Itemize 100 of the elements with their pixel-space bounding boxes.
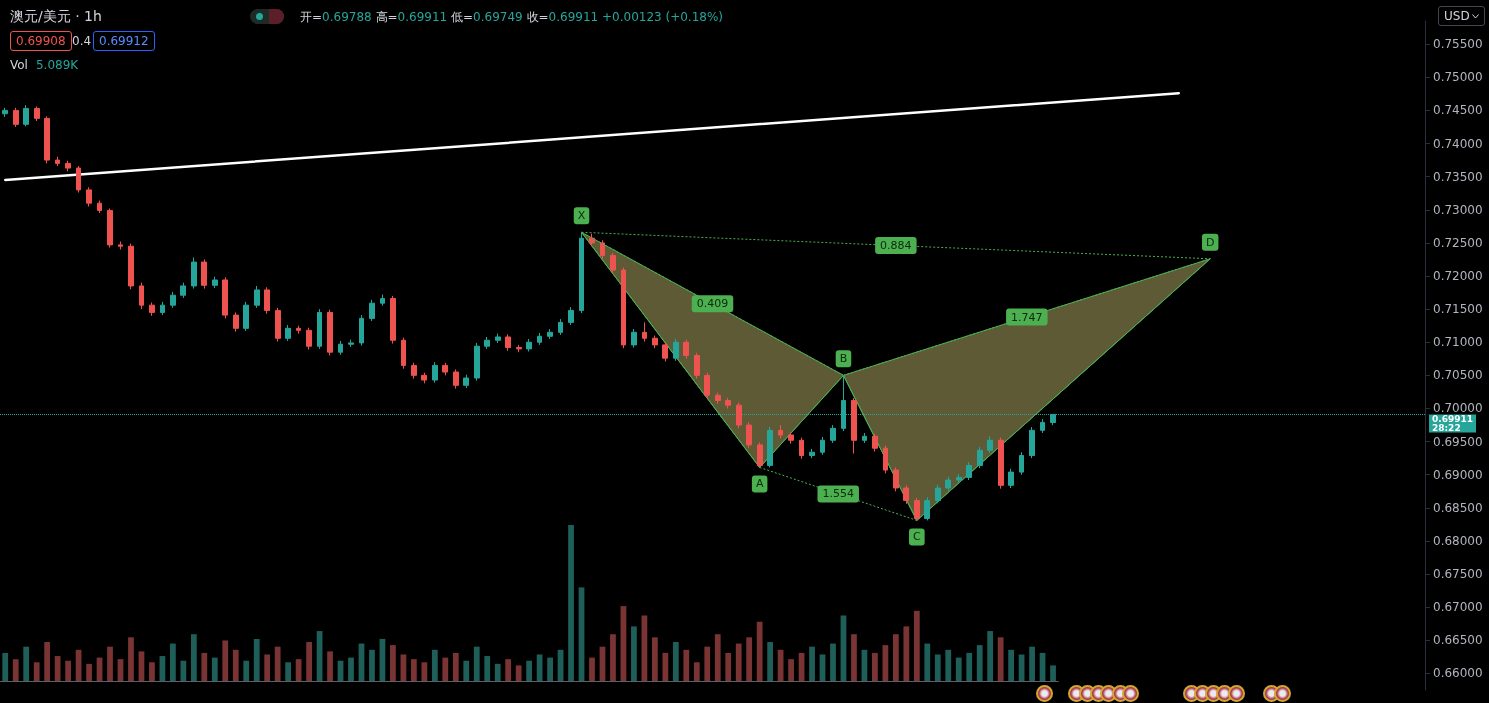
bar xyxy=(54,656,61,681)
bar xyxy=(892,634,899,681)
bar xyxy=(180,660,187,681)
bar xyxy=(190,634,197,681)
bar xyxy=(211,657,218,681)
bar xyxy=(809,646,815,681)
y-tick-label: 0.68500 xyxy=(1433,500,1483,515)
bar xyxy=(12,659,19,681)
candlestick xyxy=(977,446,983,469)
y-tick-label: 0.71500 xyxy=(1433,302,1483,317)
candlestick xyxy=(505,333,511,352)
candlestick xyxy=(830,424,836,444)
candlestick xyxy=(945,476,951,492)
candlestick xyxy=(432,361,438,384)
candlestick xyxy=(296,325,301,335)
bar xyxy=(714,634,721,681)
annotation: 0.69912 xyxy=(99,34,149,48)
candlestick xyxy=(65,160,71,172)
bar xyxy=(589,657,595,681)
bar xyxy=(903,626,910,681)
candlestick xyxy=(600,239,605,260)
candlestick xyxy=(746,421,752,449)
bar xyxy=(651,637,658,681)
bar xyxy=(1008,649,1014,681)
candlestick xyxy=(704,372,710,400)
data-label: B xyxy=(839,352,848,366)
y-tick-label: 0.70500 xyxy=(1433,368,1483,383)
bar xyxy=(243,660,250,681)
candlestick xyxy=(537,332,542,346)
candlestick xyxy=(642,321,647,343)
candlestick xyxy=(55,156,60,167)
candlestick xyxy=(306,327,312,351)
y-tick-label: 0.66500 xyxy=(1433,633,1483,648)
candlestick xyxy=(715,392,721,405)
candlestick xyxy=(673,338,679,362)
bar xyxy=(955,657,962,681)
candlestick xyxy=(160,301,165,316)
candlestick xyxy=(966,461,972,481)
candlestick xyxy=(359,314,364,347)
data-label: D xyxy=(1205,235,1215,249)
y-tick-label: 0.67000 xyxy=(1433,600,1483,615)
bar xyxy=(285,662,292,681)
y-tick-label: 0.72500 xyxy=(1433,235,1483,250)
candlestick xyxy=(736,402,742,429)
bar xyxy=(222,640,229,681)
candlestick xyxy=(495,333,501,344)
candlestick xyxy=(862,432,867,444)
bar xyxy=(851,634,857,681)
bar xyxy=(201,652,208,681)
text: USD xyxy=(1444,9,1470,23)
candlestick xyxy=(401,337,406,370)
y-tick-label: 0.70000 xyxy=(1433,401,1483,416)
candlestick xyxy=(380,294,385,307)
candlestick xyxy=(1029,426,1035,459)
candlestick xyxy=(903,484,909,505)
bar xyxy=(442,657,449,681)
bar xyxy=(767,642,774,681)
y-tick-label: 0.72000 xyxy=(1433,269,1483,284)
candlestick xyxy=(338,340,343,356)
candlestick xyxy=(421,372,427,384)
chart-title: Vol xyxy=(10,58,28,72)
candlestick xyxy=(820,436,825,456)
bar xyxy=(274,646,281,681)
candlestick xyxy=(201,258,207,290)
candlestick xyxy=(411,362,417,380)
bar xyxy=(966,652,973,681)
bar xyxy=(2,652,9,681)
bar xyxy=(662,652,669,681)
candlestick xyxy=(579,231,584,314)
candlestick xyxy=(1040,418,1045,434)
candlestick xyxy=(924,496,930,521)
y-tick-label: 0.73000 xyxy=(1433,202,1483,217)
bar xyxy=(756,621,763,681)
annotation: 0.4 xyxy=(72,34,92,48)
bar xyxy=(505,659,512,681)
candlestick xyxy=(778,424,783,439)
data-label: A xyxy=(755,477,764,491)
bar xyxy=(693,662,700,681)
candlestick xyxy=(893,466,899,492)
bar xyxy=(924,643,931,681)
bar xyxy=(683,649,690,681)
bar xyxy=(725,652,732,681)
annotation: 5.089K xyxy=(35,58,79,72)
y-tick-label: 0.74000 xyxy=(1433,136,1483,151)
bar xyxy=(987,631,994,681)
bar xyxy=(390,645,396,681)
bar xyxy=(107,646,113,681)
candlestick xyxy=(275,307,281,343)
candlestick xyxy=(254,285,260,309)
bar xyxy=(149,662,155,681)
candlestick xyxy=(23,104,29,127)
bar xyxy=(976,645,983,681)
candlestick xyxy=(547,328,553,340)
candlestick xyxy=(516,344,522,353)
bar xyxy=(232,649,239,681)
bar xyxy=(65,660,71,681)
bar xyxy=(421,662,428,681)
candlestick xyxy=(788,431,794,445)
y-tick-label: 0.69500 xyxy=(1433,434,1483,449)
ref-line-label: 0.69911 28:22 xyxy=(1432,413,1473,433)
